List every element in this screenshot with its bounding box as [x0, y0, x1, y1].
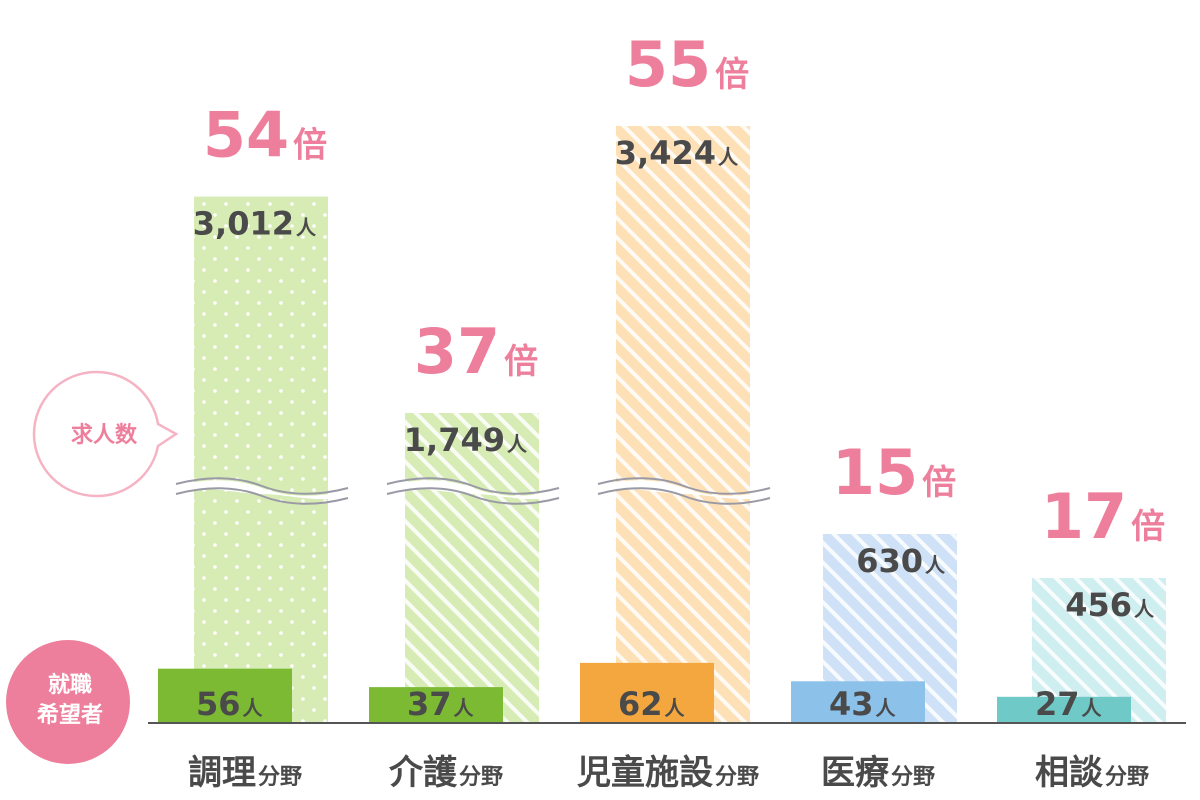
seekers-bar: [791, 681, 925, 723]
seekers-bar: [158, 668, 292, 723]
seekers-value-label: 27 人: [1035, 685, 1103, 723]
openings-legend-bubble: 求人数: [32, 370, 179, 498]
seekers-value-label: 37 人: [407, 685, 475, 723]
seekers-bar: [997, 696, 1131, 723]
seekers-bar: [580, 662, 714, 723]
openings-bar: [405, 413, 539, 723]
seekers-value-label: 56 人: [196, 685, 264, 723]
category-label: 児童施設分野: [577, 753, 759, 793]
axis-break-mark: [175, 477, 349, 505]
seekers-value-label: 62 人: [618, 685, 686, 723]
ratio-label: 17 倍: [1041, 480, 1165, 553]
category-label: 介護分野: [389, 753, 503, 793]
openings-value-label: 3,012 人: [193, 205, 317, 243]
seekers-legend-label-line2: 希望者: [37, 702, 103, 728]
seekers-value-label: 43 人: [829, 685, 897, 723]
openings-value-label: 1,749 人: [404, 421, 528, 459]
openings-legend-label: 求人数: [71, 422, 138, 448]
axis-break-mark: [597, 477, 771, 505]
category-label: 相談分野: [1035, 753, 1149, 793]
openings-value-label: 3,424 人: [615, 134, 739, 172]
ratio-label: 55 倍: [625, 28, 749, 101]
ratio-label: 54 倍: [203, 99, 327, 172]
seekers-bar: [369, 687, 503, 723]
category-label: 調理分野: [188, 753, 302, 793]
ratio-label: 37 倍: [414, 315, 538, 388]
openings-bar: [616, 126, 750, 723]
seekers-legend-label-line1: 就職: [48, 672, 92, 698]
openings-value-label: 630 人: [856, 542, 946, 580]
openings-bar: [194, 196, 328, 723]
axis-break-mark: [386, 477, 560, 505]
ratio-label: 15 倍: [832, 436, 956, 509]
openings-value-label: 456 人: [1065, 586, 1155, 624]
seekers-legend-badge: 就職 希望者: [6, 640, 130, 764]
category-label: 医療分野: [821, 753, 935, 793]
